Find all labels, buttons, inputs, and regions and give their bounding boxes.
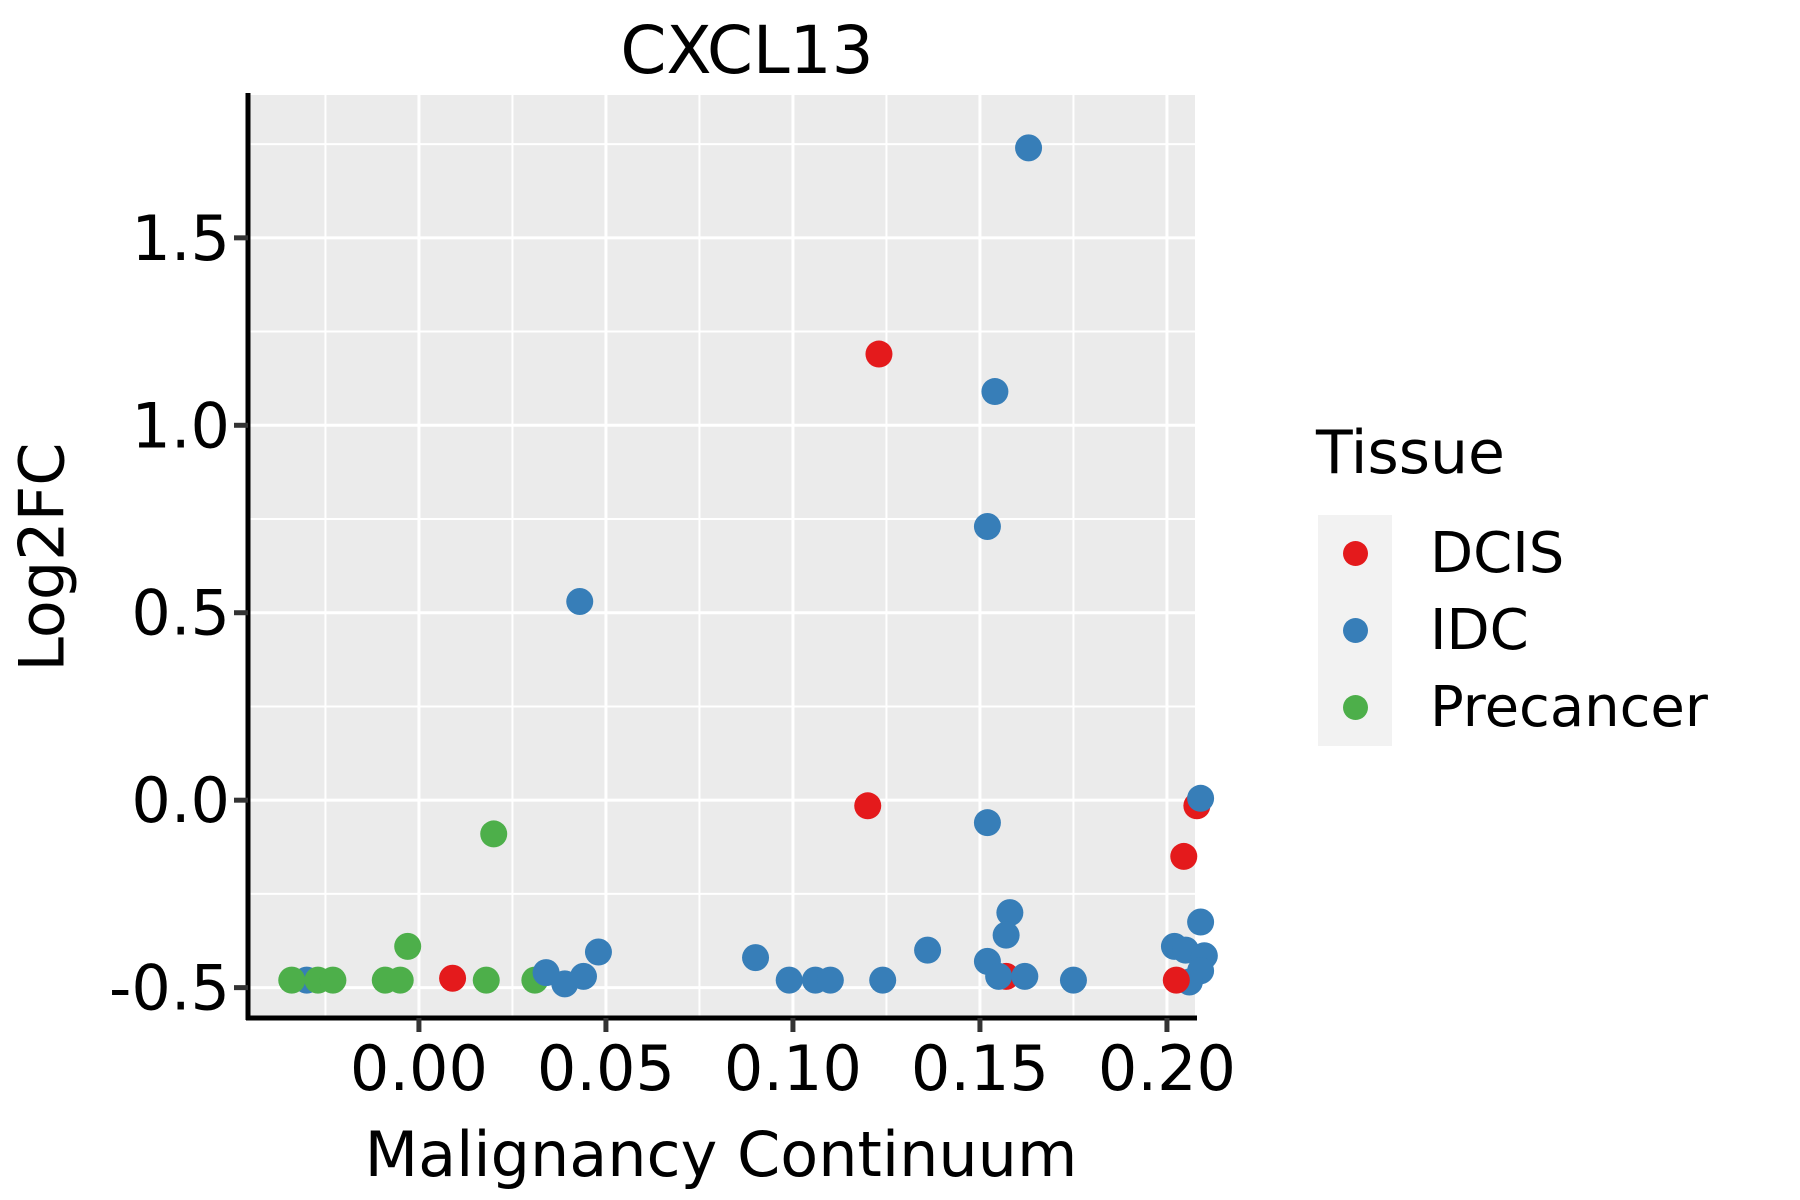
legend-label: Precancer <box>1430 675 1708 740</box>
legend-label: IDC <box>1430 598 1529 663</box>
y-tick-label: 0.5 <box>131 577 230 650</box>
y-tick-label: -0.5 <box>109 952 230 1025</box>
data-point-idc <box>569 962 597 990</box>
x-tick-label: 0.20 <box>1098 1032 1236 1105</box>
data-point-idc <box>973 513 1001 541</box>
data-point-precancer <box>472 966 500 994</box>
x-tick-label: 0.00 <box>350 1032 488 1105</box>
y-tick-label: 1.0 <box>131 389 230 462</box>
y-axis-title: Log2FC <box>5 442 79 672</box>
x-tick-label: 0.15 <box>911 1032 1049 1105</box>
data-point-idc <box>775 966 803 994</box>
legend-dot-icon <box>1342 618 1368 643</box>
data-point-dcis <box>865 340 893 368</box>
y-tick-label: 1.5 <box>131 202 230 275</box>
data-point-dcis <box>1170 842 1198 870</box>
legend-key <box>1318 592 1392 669</box>
data-point-idc <box>985 962 1013 990</box>
data-point-dcis <box>854 792 882 820</box>
data-point-idc <box>566 587 594 615</box>
legend-key <box>1318 669 1392 746</box>
data-point-idc <box>1059 966 1087 994</box>
data-point-precancer <box>386 966 414 994</box>
legend: DCIS IDC Precancer <box>1318 515 1708 746</box>
plot-title: CXCL13 <box>620 12 874 89</box>
data-point-precancer <box>480 820 508 848</box>
data-point-precancer <box>394 932 422 960</box>
legend-item-dcis: DCIS <box>1318 515 1708 592</box>
legend-dot-icon <box>1342 541 1368 566</box>
data-point-idc <box>584 938 612 966</box>
data-point-idc <box>981 378 1009 406</box>
data-point-idc <box>869 966 897 994</box>
data-point-precancer <box>319 966 347 994</box>
x-tick-label: 0.05 <box>537 1032 675 1105</box>
data-point-idc <box>996 899 1024 927</box>
data-point-idc <box>816 966 844 994</box>
x-tick-label: 0.10 <box>724 1032 862 1105</box>
data-point-idc <box>1187 784 1215 812</box>
data-point-idc <box>1187 908 1215 936</box>
data-point-precancer <box>278 966 306 994</box>
y-tick-label: 0.0 <box>131 764 230 837</box>
data-point-idc <box>992 921 1020 949</box>
x-axis-title: Malignancy Continuum <box>364 1118 1078 1191</box>
legend-item-precancer: Precancer <box>1318 669 1708 746</box>
data-point-idc <box>1011 962 1039 990</box>
data-point-idc <box>914 936 942 964</box>
plot-panel <box>248 95 1195 1018</box>
legend-key <box>1318 515 1392 592</box>
data-point-dcis <box>439 964 467 992</box>
data-point-idc <box>973 809 1001 837</box>
legend-title: Tissue <box>1316 418 1505 488</box>
legend-item-idc: IDC <box>1318 592 1708 669</box>
data-point-idc <box>1015 134 1043 162</box>
legend-dot-icon <box>1342 695 1368 720</box>
data-point-dcis <box>1162 966 1190 994</box>
legend-label: DCIS <box>1430 521 1565 586</box>
data-point-idc <box>742 944 770 972</box>
